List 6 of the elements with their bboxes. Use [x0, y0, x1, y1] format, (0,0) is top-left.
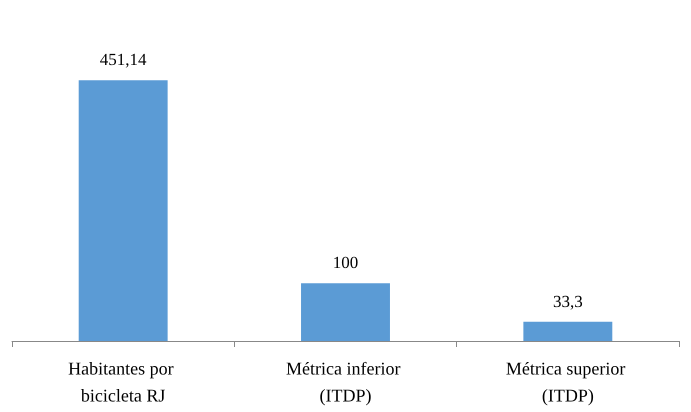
data-label: 100	[332, 253, 358, 272]
data-label: 33,3	[552, 292, 583, 311]
x-tick-label: Métrica superior (ITDP)	[506, 358, 630, 406]
x-tick-label: Métrica inferior (ITDP)	[286, 358, 405, 406]
data-label: 451,14	[100, 50, 148, 70]
x-tick-label: Habitantes por bicicleta RJ	[68, 358, 178, 406]
